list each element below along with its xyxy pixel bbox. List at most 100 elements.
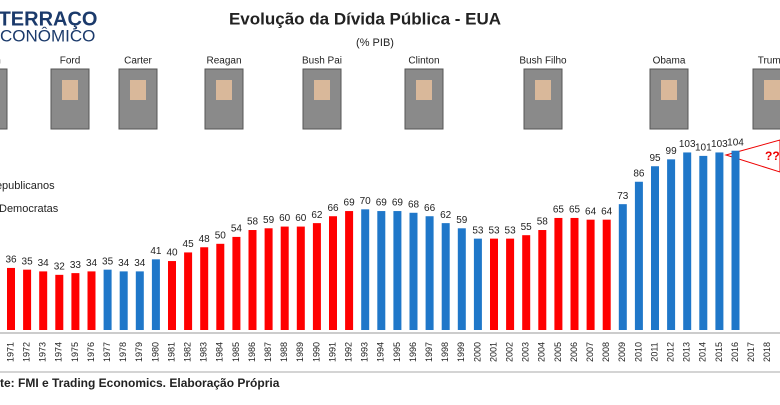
bar xyxy=(7,267,15,330)
value-label: 69 xyxy=(376,198,388,209)
value-label: 35 xyxy=(102,256,114,267)
value-label: 34 xyxy=(86,258,98,269)
value-label: 69 xyxy=(344,198,356,209)
value-label: 59 xyxy=(456,215,468,226)
bar xyxy=(473,238,482,330)
x-tick-label: 2012 xyxy=(665,342,675,362)
value-label: 59 xyxy=(263,215,275,226)
bar xyxy=(425,216,434,330)
value-label: 60 xyxy=(279,213,291,224)
x-tick-label: 1998 xyxy=(440,342,450,362)
x-tick-label: 1971 xyxy=(5,342,15,362)
bar xyxy=(312,223,321,330)
bar xyxy=(135,271,144,330)
bar xyxy=(361,209,370,330)
value-label: 35 xyxy=(22,256,34,267)
portrait-face xyxy=(314,80,330,100)
x-tick-label: 1987 xyxy=(263,342,273,362)
value-label: 50 xyxy=(215,230,227,241)
value-label: 65 xyxy=(569,205,581,216)
value-label: 70 xyxy=(360,196,372,207)
president-name: Carter xyxy=(124,56,152,67)
x-tick-label: 2000 xyxy=(472,342,482,362)
x-tick-label: 2001 xyxy=(488,342,498,362)
x-tick-label: 2018 xyxy=(762,342,772,362)
x-tick-label: 1972 xyxy=(21,342,31,362)
value-label: 53 xyxy=(488,225,500,236)
x-tick-label: 1974 xyxy=(54,342,64,362)
x-tick-label: 2014 xyxy=(698,342,708,362)
value-label: 34 xyxy=(134,258,146,269)
bar xyxy=(184,252,193,330)
bar xyxy=(377,211,386,330)
x-tick-label: 1994 xyxy=(376,342,386,362)
value-label: 53 xyxy=(505,225,517,236)
value-label: 68 xyxy=(408,199,420,210)
president-name: Nixon xyxy=(0,56,1,67)
president-name: Bush Pai xyxy=(302,56,342,67)
bar xyxy=(634,181,643,330)
value-label: 101 xyxy=(695,143,712,154)
value-label: 103 xyxy=(679,139,696,150)
chart-title: Evolução da Dívida Pública - EUA xyxy=(229,9,501,28)
bar xyxy=(168,261,176,330)
x-tick-label: 1977 xyxy=(102,342,112,362)
president-name: Trump xyxy=(758,56,780,67)
bar xyxy=(71,273,80,330)
x-tick-label: 1985 xyxy=(231,342,241,362)
value-label: 55 xyxy=(521,222,533,233)
president-name: Bush Filho xyxy=(519,56,567,67)
x-tick-label: 2005 xyxy=(553,342,563,362)
portrait-face xyxy=(62,80,78,100)
bar xyxy=(409,212,418,330)
value-label: 64 xyxy=(601,206,613,217)
bar xyxy=(506,238,515,330)
x-tick-label: 2006 xyxy=(569,342,579,362)
value-label: 65 xyxy=(553,205,565,216)
x-tick-label: 1990 xyxy=(311,342,321,362)
x-tick-label: 1993 xyxy=(360,342,370,362)
x-tick-label: 1986 xyxy=(247,342,257,362)
x-tick-label: 1984 xyxy=(215,342,225,362)
value-label: 36 xyxy=(5,255,17,266)
value-label: 64 xyxy=(585,206,597,217)
bar xyxy=(87,271,96,330)
bar xyxy=(715,152,724,330)
value-label: 73 xyxy=(617,191,629,202)
annotation: ??? xyxy=(765,149,780,163)
legend-label: Democratas xyxy=(0,203,59,215)
portrait-face xyxy=(764,80,780,100)
value-label: 86 xyxy=(633,168,645,179)
bar xyxy=(280,226,289,330)
bar xyxy=(151,259,160,330)
x-tick-label: 1995 xyxy=(392,342,402,362)
president-name: Reagan xyxy=(206,56,241,67)
x-tick-label: 2011 xyxy=(649,342,659,361)
x-tick-label: 1988 xyxy=(279,342,289,362)
bar xyxy=(345,211,354,330)
x-tick-label: 2009 xyxy=(617,342,627,362)
bar xyxy=(586,219,595,330)
value-label: 99 xyxy=(666,146,678,157)
x-tick-label: 1997 xyxy=(424,342,434,362)
bar xyxy=(23,269,32,330)
value-label: 32 xyxy=(54,261,66,272)
bar xyxy=(554,217,563,330)
callout xyxy=(724,139,780,173)
logo: ECONÔMICO xyxy=(0,26,95,45)
bar xyxy=(618,204,627,330)
bar xyxy=(248,230,257,330)
bar xyxy=(651,166,659,330)
value-label: 34 xyxy=(38,258,50,269)
bar xyxy=(441,223,450,330)
x-tick-label: 2010 xyxy=(633,342,643,362)
bar xyxy=(490,238,498,330)
value-label: 58 xyxy=(247,217,259,228)
value-label: 95 xyxy=(649,153,661,164)
x-tick-label: 1979 xyxy=(134,342,144,362)
bar xyxy=(119,271,128,330)
bar xyxy=(602,219,611,330)
portrait xyxy=(0,68,8,130)
x-tick-label: 1980 xyxy=(150,342,160,362)
